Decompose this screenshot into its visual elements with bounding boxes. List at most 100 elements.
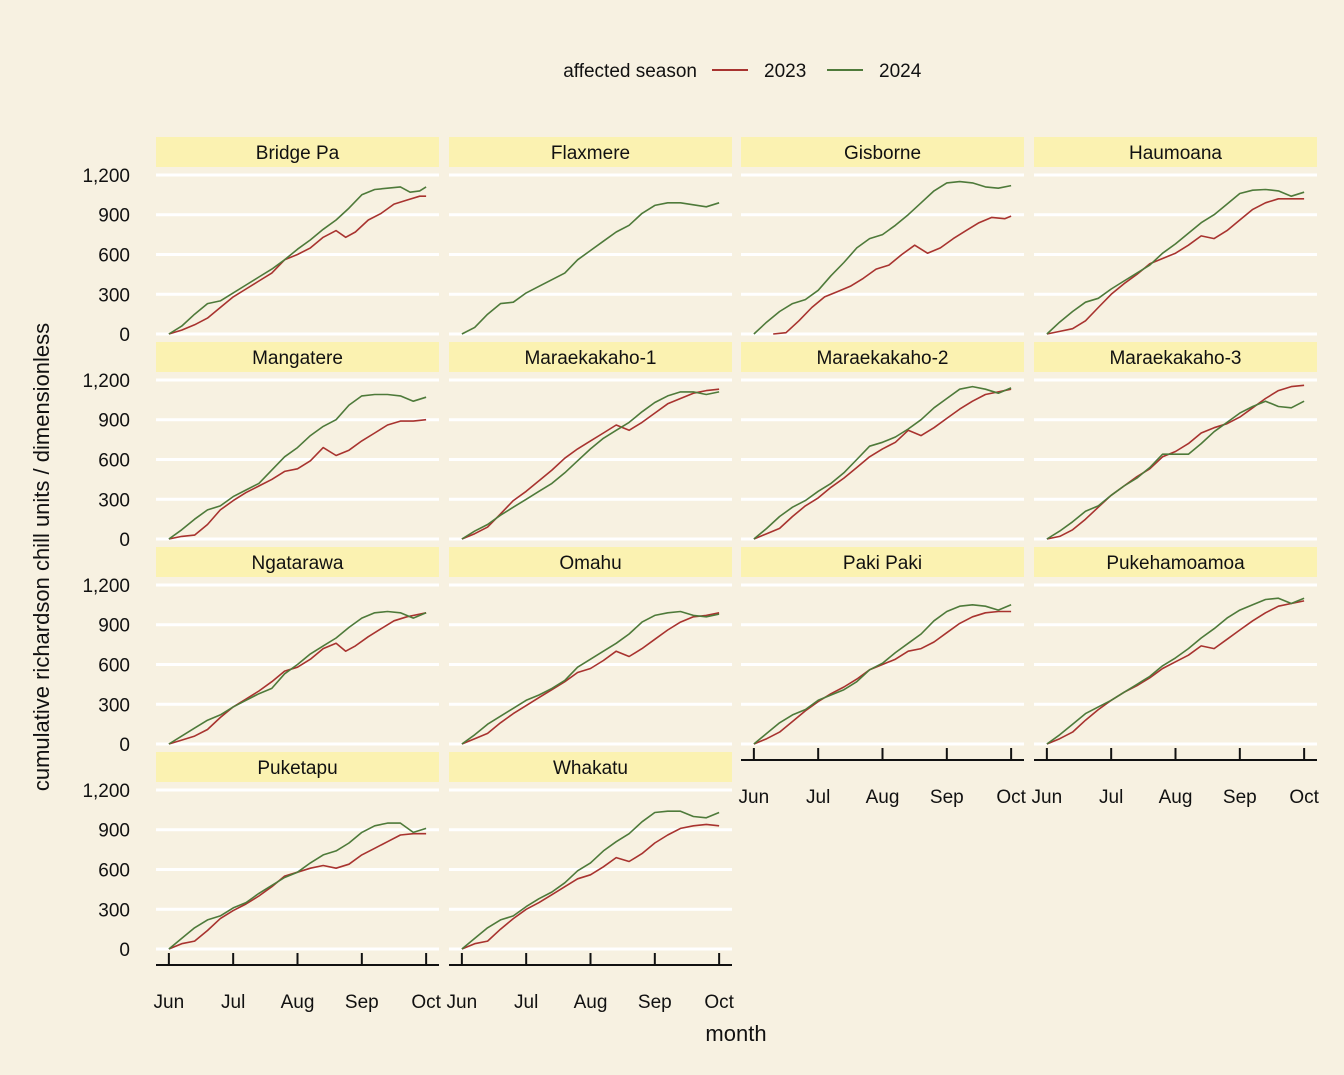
x-tick-label: Oct	[1289, 787, 1319, 808]
y-tick-label: 300	[98, 285, 130, 306]
panel-pukehamoamoa: Pukehamoamoa Jun Jul Aug Sep Oct	[1032, 547, 1320, 808]
panel-whakatu: Whakatu Jun Jul Aug Sep Oct	[447, 752, 735, 1013]
series-line-2023	[168, 612, 427, 745]
panel-bridge-pa: Bridge Pa 0 300 600 900 1,200	[82, 137, 439, 346]
series-line-2024	[1046, 597, 1305, 745]
x-tick-label: Jun	[447, 992, 478, 1013]
strip-label: Bridge Pa	[256, 143, 340, 164]
x-tick-label: Jul	[1099, 787, 1123, 808]
panel-ngatarawa: Ngatarawa 0 300 600 900 1,200	[82, 547, 439, 756]
strip-label: Omahu	[559, 553, 621, 574]
x-tick-label: Jul	[221, 992, 245, 1013]
series-line-2023	[461, 612, 720, 745]
y-tick-label: 900	[98, 821, 130, 842]
x-tick-label: Oct	[704, 992, 734, 1013]
panel-flaxmere: Flaxmere	[449, 137, 732, 336]
strip-label: Whakatu	[553, 758, 628, 779]
panel-maraekakaho-3: Maraekakaho-3	[1034, 342, 1317, 541]
strip-label: Flaxmere	[551, 143, 630, 164]
y-tick-label: 300	[98, 695, 130, 716]
series-line-2023	[461, 388, 720, 540]
strip-background	[449, 342, 732, 372]
legend-title: affected season	[563, 61, 697, 82]
series-line-2023	[168, 418, 427, 540]
panel-mangatere: Mangatere 0 300 600 900 1,200	[82, 342, 439, 551]
strip-background	[156, 752, 439, 782]
series-line-2024	[753, 180, 1012, 335]
facet-panels: Bridge Pa 0 300 600 900 1,200 Flaxmere Gisborne…	[82, 137, 1320, 1013]
strip-background	[449, 752, 732, 782]
strip-background	[1034, 342, 1317, 372]
x-tick-label: Sep	[930, 787, 964, 808]
y-tick-label: 600	[98, 246, 130, 267]
x-axis-title: month	[705, 1021, 766, 1046]
y-tick-label: 900	[98, 411, 130, 432]
y-tick-label: 0	[119, 735, 130, 756]
strip-label: Pukehamoamoa	[1106, 553, 1245, 574]
strip-background	[1034, 547, 1317, 577]
series-line-2023	[461, 823, 720, 950]
y-axis-title: cumulative richardson chill units / dime…	[29, 323, 54, 791]
strip-label: Puketapu	[257, 758, 337, 779]
series-line-2023	[1046, 198, 1305, 335]
strip-background	[741, 137, 1024, 167]
strip-label: Paki Paki	[843, 553, 922, 574]
y-tick-label: 1,200	[82, 166, 130, 187]
strip-background	[449, 137, 732, 167]
y-tick-label: 1,200	[82, 371, 130, 392]
strip-background	[449, 547, 732, 577]
series-line-2024	[753, 385, 1012, 540]
y-tick-label: 0	[119, 530, 130, 551]
y-tick-label: 1,200	[82, 781, 130, 802]
x-tick-label: Jun	[739, 787, 770, 808]
panel-omahu: Omahu	[449, 547, 732, 746]
panel-haumoana: Haumoana	[1034, 137, 1317, 336]
y-tick-label: 0	[119, 940, 130, 961]
panel-gisborne: Gisborne	[741, 137, 1024, 336]
strip-label: Maraekakaho-3	[1109, 348, 1241, 369]
series-line-2024	[1046, 400, 1305, 540]
strip-label: Haumoana	[1129, 143, 1222, 164]
x-tick-label: Oct	[996, 787, 1026, 808]
y-tick-label: 600	[98, 656, 130, 677]
x-tick-label: Aug	[1159, 787, 1193, 808]
strip-label: Mangatere	[252, 348, 343, 369]
x-tick-label: Sep	[345, 992, 379, 1013]
strip-background	[741, 547, 1024, 577]
series-line-2023	[773, 215, 1012, 335]
series-line-2024	[461, 391, 720, 540]
series-line-2024	[168, 822, 427, 950]
series-line-2024	[168, 186, 427, 335]
strip-label: Gisborne	[844, 143, 921, 164]
strip-background	[1034, 137, 1317, 167]
series-line-2023	[168, 832, 427, 950]
panel-maraekakaho-2: Maraekakaho-2	[741, 342, 1024, 541]
y-tick-label: 1,200	[82, 576, 130, 597]
series-line-2023	[753, 610, 1012, 745]
series-line-2023	[1046, 384, 1305, 540]
x-tick-label: Oct	[411, 992, 441, 1013]
strip-background	[741, 342, 1024, 372]
series-line-2023	[168, 195, 427, 335]
y-tick-label: 300	[98, 490, 130, 511]
series-line-2024	[1046, 188, 1305, 335]
series-line-2024	[461, 610, 720, 745]
strip-background	[156, 547, 439, 577]
y-tick-label: 600	[98, 861, 130, 882]
x-tick-label: Sep	[1223, 787, 1257, 808]
series-line-2024	[168, 393, 427, 540]
panel-paki-paki: Paki Paki Jun Jul Aug Sep Oct	[739, 547, 1027, 808]
strip-background	[156, 342, 439, 372]
series-line-2024	[461, 202, 720, 335]
strip-label: Maraekakaho-1	[524, 348, 656, 369]
series-line-2023	[753, 388, 1012, 540]
strip-background	[156, 137, 439, 167]
x-tick-label: Sep	[638, 992, 672, 1013]
x-tick-label: Aug	[574, 992, 608, 1013]
y-tick-label: 600	[98, 451, 130, 472]
legend-label-2023: 2023	[764, 61, 806, 82]
panel-maraekakaho-1: Maraekakaho-1	[449, 342, 732, 541]
y-tick-label: 0	[119, 325, 130, 346]
series-line-2024	[168, 610, 427, 745]
legend: affected season 2023 2024	[563, 61, 922, 82]
